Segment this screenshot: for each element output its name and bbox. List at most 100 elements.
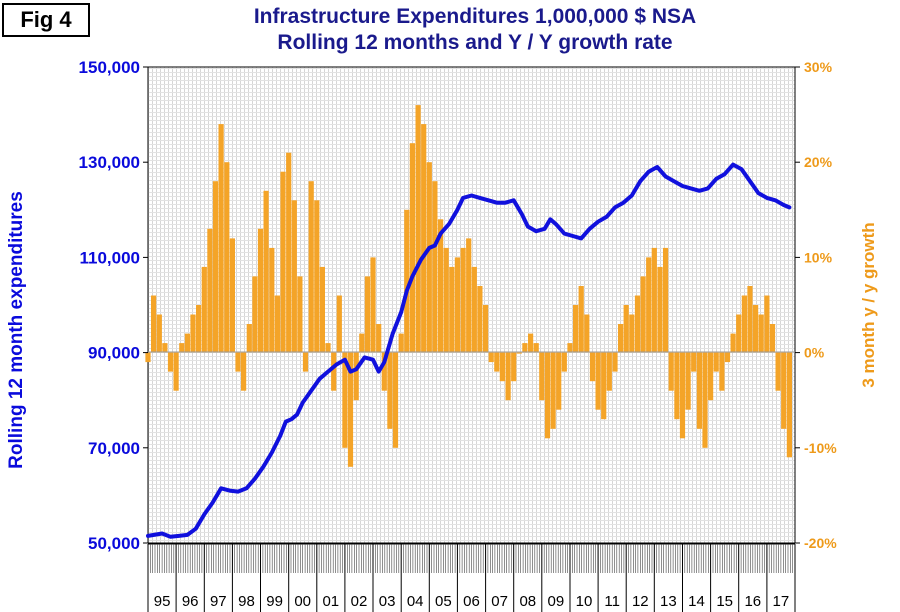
bar-80 (595, 352, 601, 410)
left-tick-label: 50,000 (88, 534, 140, 553)
bar-99 (702, 352, 708, 448)
chart-title-line1: Infrastructure Expenditures 1,000,000 $ … (253, 5, 697, 28)
bar-12 (212, 181, 219, 353)
bar-5 (173, 352, 179, 391)
bar-85 (623, 305, 629, 353)
bar-series (145, 105, 792, 467)
year-label: 00 (294, 593, 311, 610)
bar-29 (308, 181, 314, 353)
year-label: 16 (744, 593, 761, 610)
bar-102 (719, 352, 725, 391)
bar-72 (550, 352, 556, 429)
bar-63 (499, 352, 505, 382)
bar-69 (533, 343, 539, 353)
bar-44 (392, 352, 399, 448)
bar-101 (713, 352, 719, 372)
bar-73 (556, 352, 562, 410)
bar-92 (663, 247, 669, 353)
bar-113 (781, 352, 787, 429)
year-label: 01 (322, 593, 339, 610)
bar-97 (691, 352, 697, 372)
left-tick-label: 150,000 (79, 58, 140, 77)
year-label: 12 (632, 593, 649, 610)
bar-64 (505, 352, 511, 401)
left-tick-label: 70,000 (88, 439, 140, 458)
bar-56 (460, 247, 466, 353)
bar-15 (229, 238, 235, 353)
year-label: 06 (463, 593, 480, 610)
year-label: 09 (548, 593, 565, 610)
bar-59 (477, 286, 483, 353)
bar-16 (235, 352, 241, 372)
bar-27 (297, 276, 303, 353)
year-label: 15 (716, 593, 733, 610)
bar-104 (730, 333, 736, 353)
bar-22 (269, 247, 275, 353)
y-axis-title-left: Rolling 12 month expenditures (6, 191, 27, 469)
bar-62 (494, 352, 500, 372)
left-tick-label: 130,000 (79, 153, 140, 172)
bar-106 (741, 295, 747, 353)
bar-77 (578, 286, 584, 353)
bar-112 (775, 352, 781, 391)
bar-79 (589, 352, 596, 382)
bar-45 (398, 333, 404, 353)
year-label: 02 (351, 593, 368, 610)
bar-33 (331, 352, 337, 391)
bar-32 (325, 343, 331, 353)
bar-67 (522, 343, 528, 353)
left-tick-label: 90,000 (88, 344, 140, 363)
left-tick-label: 110,000 (79, 248, 140, 267)
bar-107 (747, 286, 753, 353)
bar-75 (567, 343, 573, 353)
bar-89 (646, 257, 652, 353)
bar-26 (291, 200, 297, 353)
year-label: 13 (660, 593, 677, 610)
bar-58 (471, 266, 477, 353)
bar-41 (376, 324, 382, 353)
bar-25 (286, 152, 292, 353)
bar-76 (573, 305, 579, 353)
bar-105 (736, 314, 742, 353)
bar-38 (359, 333, 365, 353)
bar-109 (758, 314, 764, 353)
bar-14 (224, 162, 230, 353)
bar-39 (364, 276, 370, 353)
year-label: 97 (210, 593, 227, 610)
right-tick-label: -10% (804, 440, 837, 456)
bar-10 (201, 266, 207, 353)
bar-43 (387, 352, 393, 429)
bar-100 (708, 352, 714, 401)
year-label: 96 (182, 593, 199, 610)
bar-42 (381, 352, 387, 391)
bar-40 (370, 257, 376, 353)
bar-31 (319, 266, 325, 353)
bar-47 (409, 143, 415, 353)
bar-87 (634, 295, 641, 353)
bar-70 (539, 352, 545, 401)
bar-52 (438, 219, 444, 353)
bar-91 (657, 266, 663, 353)
bar-53 (443, 247, 449, 353)
bar-13 (218, 124, 224, 353)
bar-28 (302, 352, 309, 372)
figure-label: Fig 4 (2, 3, 90, 37)
bar-108 (753, 305, 759, 353)
bar-57 (466, 238, 472, 353)
bar-3 (162, 343, 168, 353)
left-axis: 50,000 70,000 90,000 110,000 130,000 150,000 (79, 58, 148, 553)
bar-55 (454, 257, 460, 353)
year-label: 10 (576, 593, 593, 610)
bar-0 (145, 352, 151, 363)
bar-18 (246, 324, 252, 353)
bar-17 (241, 352, 247, 391)
year-label: 05 (435, 593, 452, 610)
bar-48 (415, 105, 421, 353)
bar-65 (511, 352, 517, 382)
right-tick-label: 20% (804, 154, 833, 170)
bar-23 (274, 295, 280, 353)
year-label: 04 (407, 593, 424, 610)
year-label: 03 (379, 593, 396, 610)
bar-83 (612, 352, 618, 372)
